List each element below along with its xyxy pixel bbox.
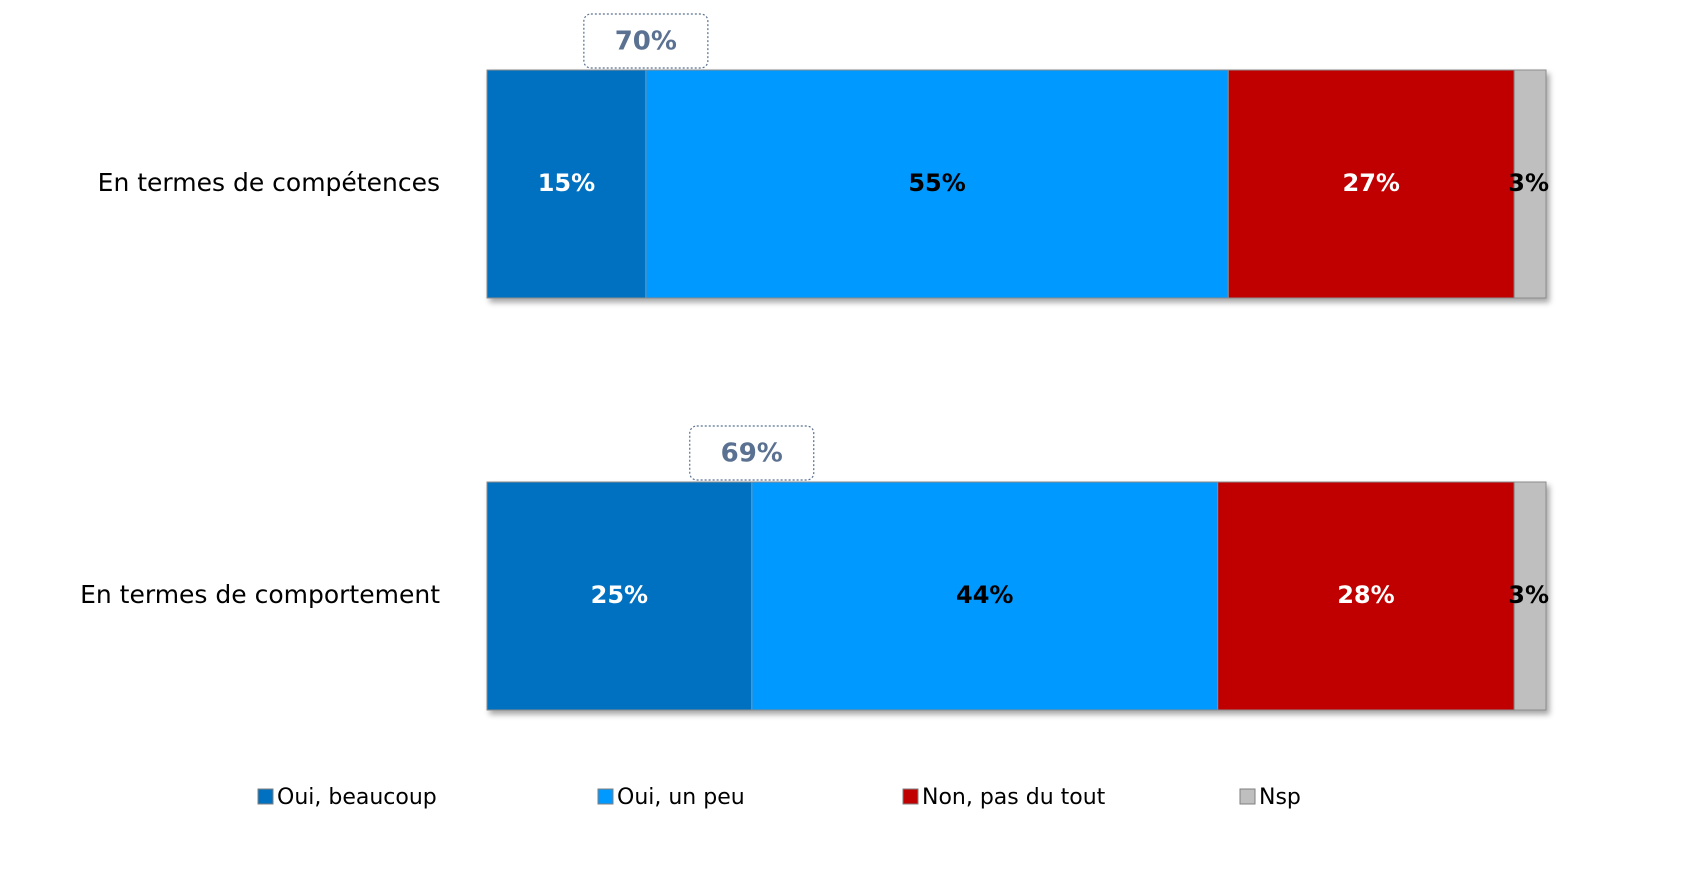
legend-swatch <box>257 788 274 805</box>
category-label: En termes de compétences <box>98 168 440 197</box>
legend-swatch <box>902 788 919 805</box>
legend-label: Oui, un peu <box>617 785 745 810</box>
legend-label: Nsp <box>1259 785 1301 810</box>
bar-segment <box>1217 481 1515 711</box>
bar-group <box>486 481 1547 711</box>
total-label: 69% <box>721 439 783 469</box>
bar-segment <box>486 69 647 299</box>
total-label: 70% <box>615 27 677 57</box>
value-label: 44% <box>956 581 1013 609</box>
total-box <box>689 425 815 481</box>
legend-label: Oui, beaucoup <box>277 785 437 810</box>
bar-segment <box>1513 481 1547 711</box>
bar-segment <box>486 481 753 711</box>
category-label: En termes de comportement <box>80 580 440 609</box>
bar-segment <box>645 69 1229 299</box>
bar-group <box>486 69 1547 299</box>
value-label: 28% <box>1337 581 1394 609</box>
bar-segment <box>1227 69 1515 299</box>
bar-segment <box>1513 69 1547 299</box>
legend-label: Non, pas du tout <box>922 785 1106 810</box>
value-label: 15% <box>538 169 595 197</box>
legend-swatch <box>597 788 614 805</box>
legend-swatch <box>1239 788 1256 805</box>
value-label: 3% <box>1508 169 1549 197</box>
total-box <box>583 13 709 69</box>
bar-segment <box>751 481 1219 711</box>
value-label: 55% <box>908 169 965 197</box>
value-label: 3% <box>1508 581 1549 609</box>
value-label: 25% <box>591 581 648 609</box>
value-label: 27% <box>1343 169 1400 197</box>
